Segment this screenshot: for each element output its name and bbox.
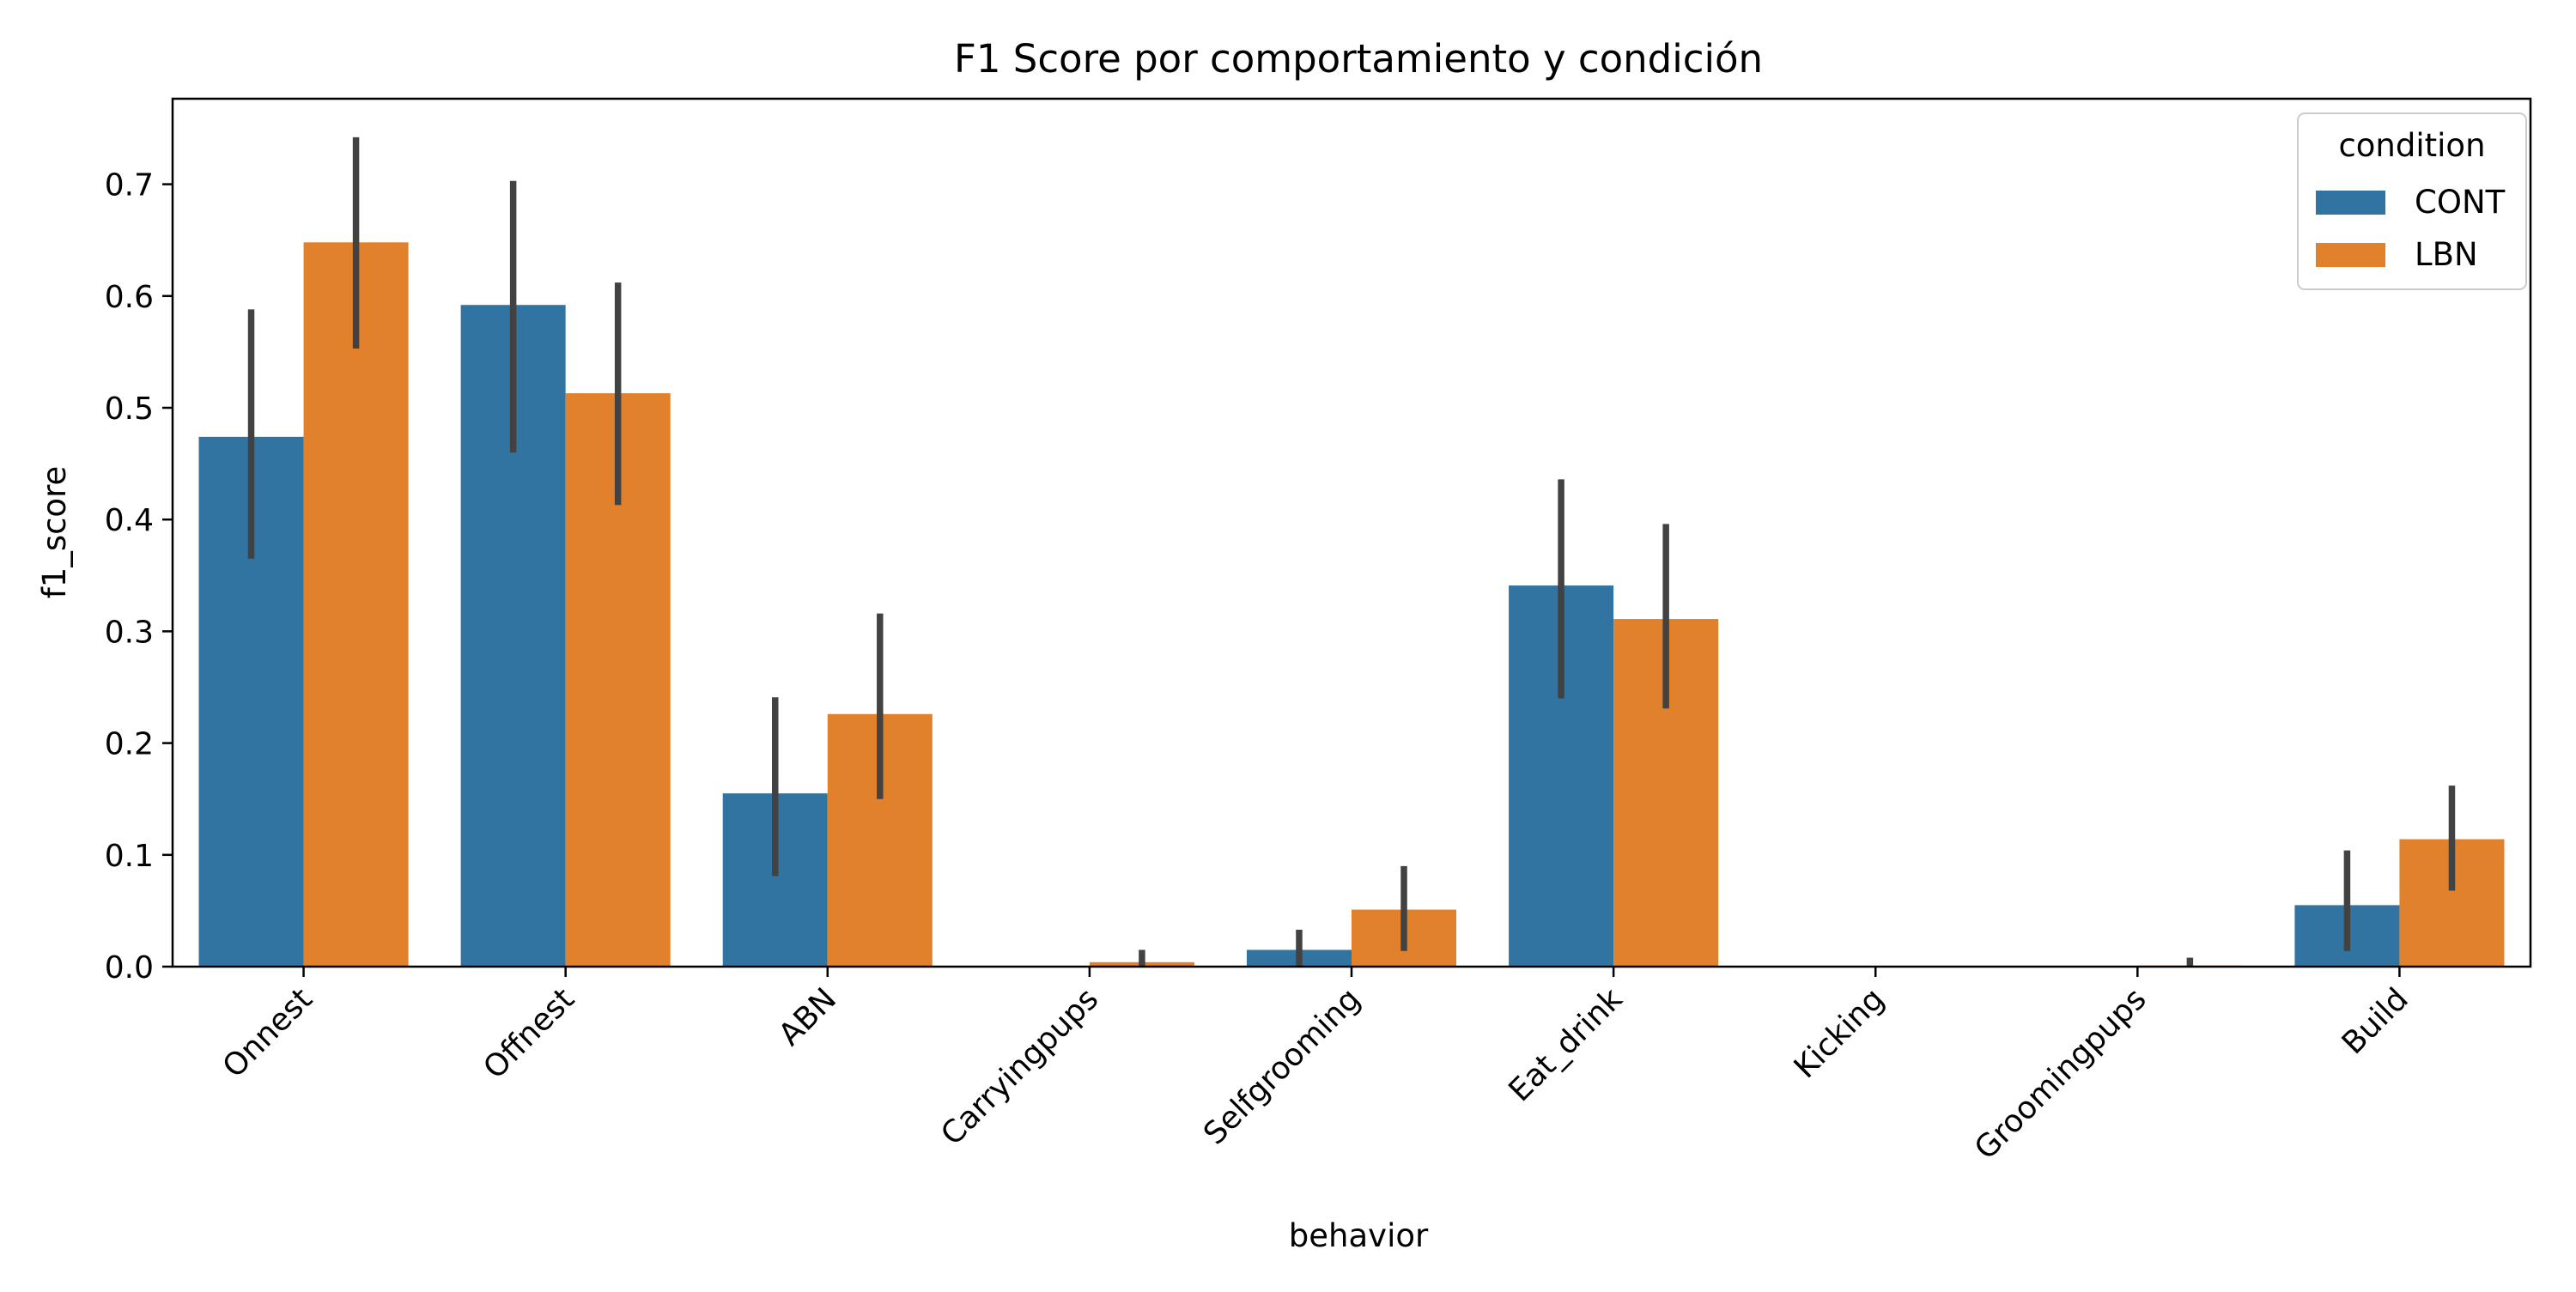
x-axis-label: behavior	[1289, 1217, 1429, 1254]
y-tick-label: 0.3	[105, 615, 154, 650]
y-tick-label: 0.5	[105, 391, 154, 427]
y-axis-label: f1_score	[36, 466, 73, 599]
y-tick-label: 0.2	[105, 727, 154, 762]
y-tick-label: 0.4	[105, 503, 154, 538]
legend: condition CONT LBN	[2297, 112, 2527, 290]
y-tick-label: 0.1	[105, 839, 154, 874]
legend-label-lbn: LBN	[2415, 236, 2478, 273]
y-tick-label: 0.6	[105, 280, 154, 315]
y-tick-label: 0.0	[105, 950, 154, 986]
legend-swatch-lbn	[2316, 243, 2385, 267]
bar-lbn-onnest	[303, 242, 409, 967]
y-tick-label: 0.7	[105, 168, 154, 203]
legend-swatch-cont	[2316, 191, 2385, 215]
chart-title: F1 Score por comportamiento y condición	[954, 36, 1763, 82]
legend-title: condition	[2338, 127, 2485, 164]
legend-label-cont: CONT	[2415, 184, 2506, 221]
